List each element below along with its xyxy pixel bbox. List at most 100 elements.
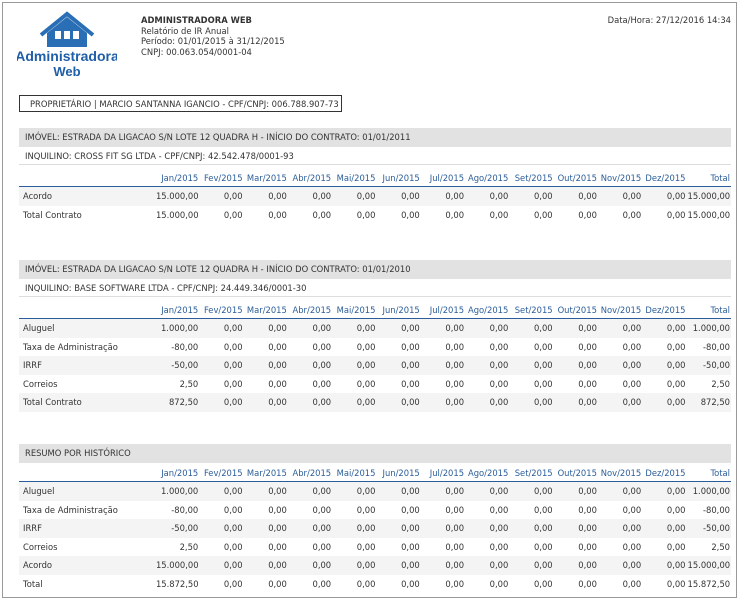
value-cell: -80,00 <box>703 504 730 515</box>
owner: PROPRIETÁRIO | MARCIO SANTANNA IGANCIO -… <box>19 95 342 112</box>
value-cell: 0,00 <box>223 378 243 389</box>
value-cell: 0,00 <box>553 481 598 501</box>
value-cell: 0,00 <box>445 578 465 589</box>
value-cell: 2,50 <box>179 541 199 552</box>
value-cell: 0,00 <box>509 556 554 575</box>
column-header: Out/2015 <box>553 465 598 482</box>
column-header: Nov/2015 <box>597 170 643 187</box>
value-cell: -50,00 <box>686 519 731 538</box>
row-label: Aluguel <box>19 318 155 338</box>
value-cell: 0,00 <box>199 481 244 501</box>
value-cell: 0,00 <box>268 504 287 515</box>
row-label: Acordo <box>19 186 155 206</box>
header-row: Jan/2015 Fev/2015 Mar/2015 Abr/2015 Mai/2015… <box>19 302 731 319</box>
column-header: Set/2015 <box>509 170 554 187</box>
value-cell: 0,00 <box>332 481 377 501</box>
value-cell: 0,00 <box>223 341 243 352</box>
value-cell: 0,00 <box>445 378 465 389</box>
column-header: Mar/2015 <box>243 170 288 187</box>
value-cell: 0,00 <box>223 541 243 552</box>
value-cell: 0,00 <box>312 541 332 552</box>
row-label: Correios <box>23 541 58 552</box>
value-cell: 15.000,00 <box>155 209 199 220</box>
value-cell: 0,00 <box>287 393 333 412</box>
value-cell: 0,00 <box>553 186 598 206</box>
value-cell: 0,00 <box>312 504 332 515</box>
column-header: Jul/2015 <box>420 170 466 187</box>
value-cell: 0,00 <box>199 393 244 412</box>
value-cell: 0,00 <box>199 356 244 375</box>
summary-bar: RESUMO POR HISTÓRICO <box>19 444 731 463</box>
value-cell: 0,00 <box>287 481 333 501</box>
value-cell: 0,00 <box>420 556 466 575</box>
value-cell: 0,00 <box>376 356 421 375</box>
data-row: Aluguel 1.000,00 0,00 0,00 0,00 0,00 0,00 0,00 0… <box>19 318 731 338</box>
value-cell: 0,00 <box>642 356 687 375</box>
value-cell: 0,00 <box>642 556 687 575</box>
data-row: Correios 2,50 0,00 0,00 0,00 0,00 0,00 0,00 0,00… <box>19 538 731 557</box>
value-cell: 0,00 <box>578 504 597 515</box>
value-cell: 0,00 <box>622 209 642 220</box>
column-header: Jun/2015 <box>376 170 421 187</box>
value-cell: 0,00 <box>465 356 510 375</box>
column-header: Mai/2015 <box>332 170 377 187</box>
column-header: Set/2015 <box>509 302 554 319</box>
column-header: Dez/2015 <box>642 170 687 187</box>
value-cell: 0,00 <box>489 378 509 389</box>
value-cell: 15.872,50 <box>155 578 199 589</box>
value-cell: 0,00 <box>268 578 287 589</box>
value-cell: 0,00 <box>445 504 465 515</box>
value-cell: 0,00 <box>332 186 377 206</box>
value-cell: 0,00 <box>666 341 686 352</box>
value-cell: 0,00 <box>489 341 509 352</box>
value-cell: 0,00 <box>622 578 642 589</box>
value-cell: 0,00 <box>553 519 598 538</box>
row-label: Total <box>23 578 43 589</box>
value-cell: 0,00 <box>420 393 466 412</box>
value-cell: 0,00 <box>642 481 687 501</box>
column-header: Out/2015 <box>553 170 598 187</box>
header-cell <box>19 465 155 482</box>
value-cell: 0,00 <box>199 318 244 338</box>
value-cell: 0,00 <box>553 356 598 375</box>
row-label: Total Contrato <box>23 209 82 220</box>
value-cell: 0,00 <box>420 318 466 338</box>
data-row: IRRF -50,00 0,00 0,00 0,00 0,00 0,00 0,00 0,00 0,… <box>19 519 731 538</box>
column-header: Mai/2015 <box>332 302 377 319</box>
value-cell: 1.000,00 <box>154 318 200 338</box>
value-cell: 0,00 <box>356 341 376 352</box>
value-cell: 0,00 <box>509 393 554 412</box>
column-header: Jul/2015 <box>420 302 466 319</box>
value-cell: 0,00 <box>376 481 421 501</box>
value-cell: -50,00 <box>154 356 200 375</box>
row-label: Correios <box>23 378 58 389</box>
value-cell: 1.000,00 <box>686 318 731 338</box>
column-header: Jan/2015 <box>154 465 200 482</box>
value-cell: 0,00 <box>465 393 510 412</box>
column-header: Fev/2015 <box>199 465 244 482</box>
property-bar: IMÓVEL: ESTRADA DA LIGACAO S/N LOTE 12 Q… <box>19 128 731 147</box>
column-header: Set/2015 <box>509 465 554 482</box>
value-cell: 15.872,50 <box>687 578 731 589</box>
datetime: Data/Hora: 27/12/2016 14:34 <box>607 15 731 25</box>
value-cell: 0,00 <box>223 209 243 220</box>
value-cell: 0,00 <box>509 481 554 501</box>
value-cell: 0,00 <box>622 341 642 352</box>
value-cell: 0,00 <box>243 481 288 501</box>
value-cell: 0,00 <box>465 519 510 538</box>
value-cell: -80,00 <box>703 341 730 352</box>
column-header: Dez/2015 <box>642 302 687 319</box>
value-cell: 872,50 <box>686 393 731 412</box>
value-cell: 0,00 <box>597 556 643 575</box>
data-row: Correios 2,50 0,00 0,00 0,00 0,00 0,00 0,00 0,00… <box>19 375 731 394</box>
value-cell: 0,00 <box>597 318 643 338</box>
value-cell: 0,00 <box>553 393 598 412</box>
value-cell: 15.000,00 <box>686 186 731 206</box>
value-cell: 0,00 <box>332 318 377 338</box>
header-cell <box>19 302 155 319</box>
column-header: Fev/2015 <box>199 170 244 187</box>
value-cell: 2,50 <box>711 378 730 389</box>
value-cell: 15.000,00 <box>154 556 200 575</box>
value-cell: 0,00 <box>401 378 420 389</box>
value-cell: 872,50 <box>154 393 200 412</box>
